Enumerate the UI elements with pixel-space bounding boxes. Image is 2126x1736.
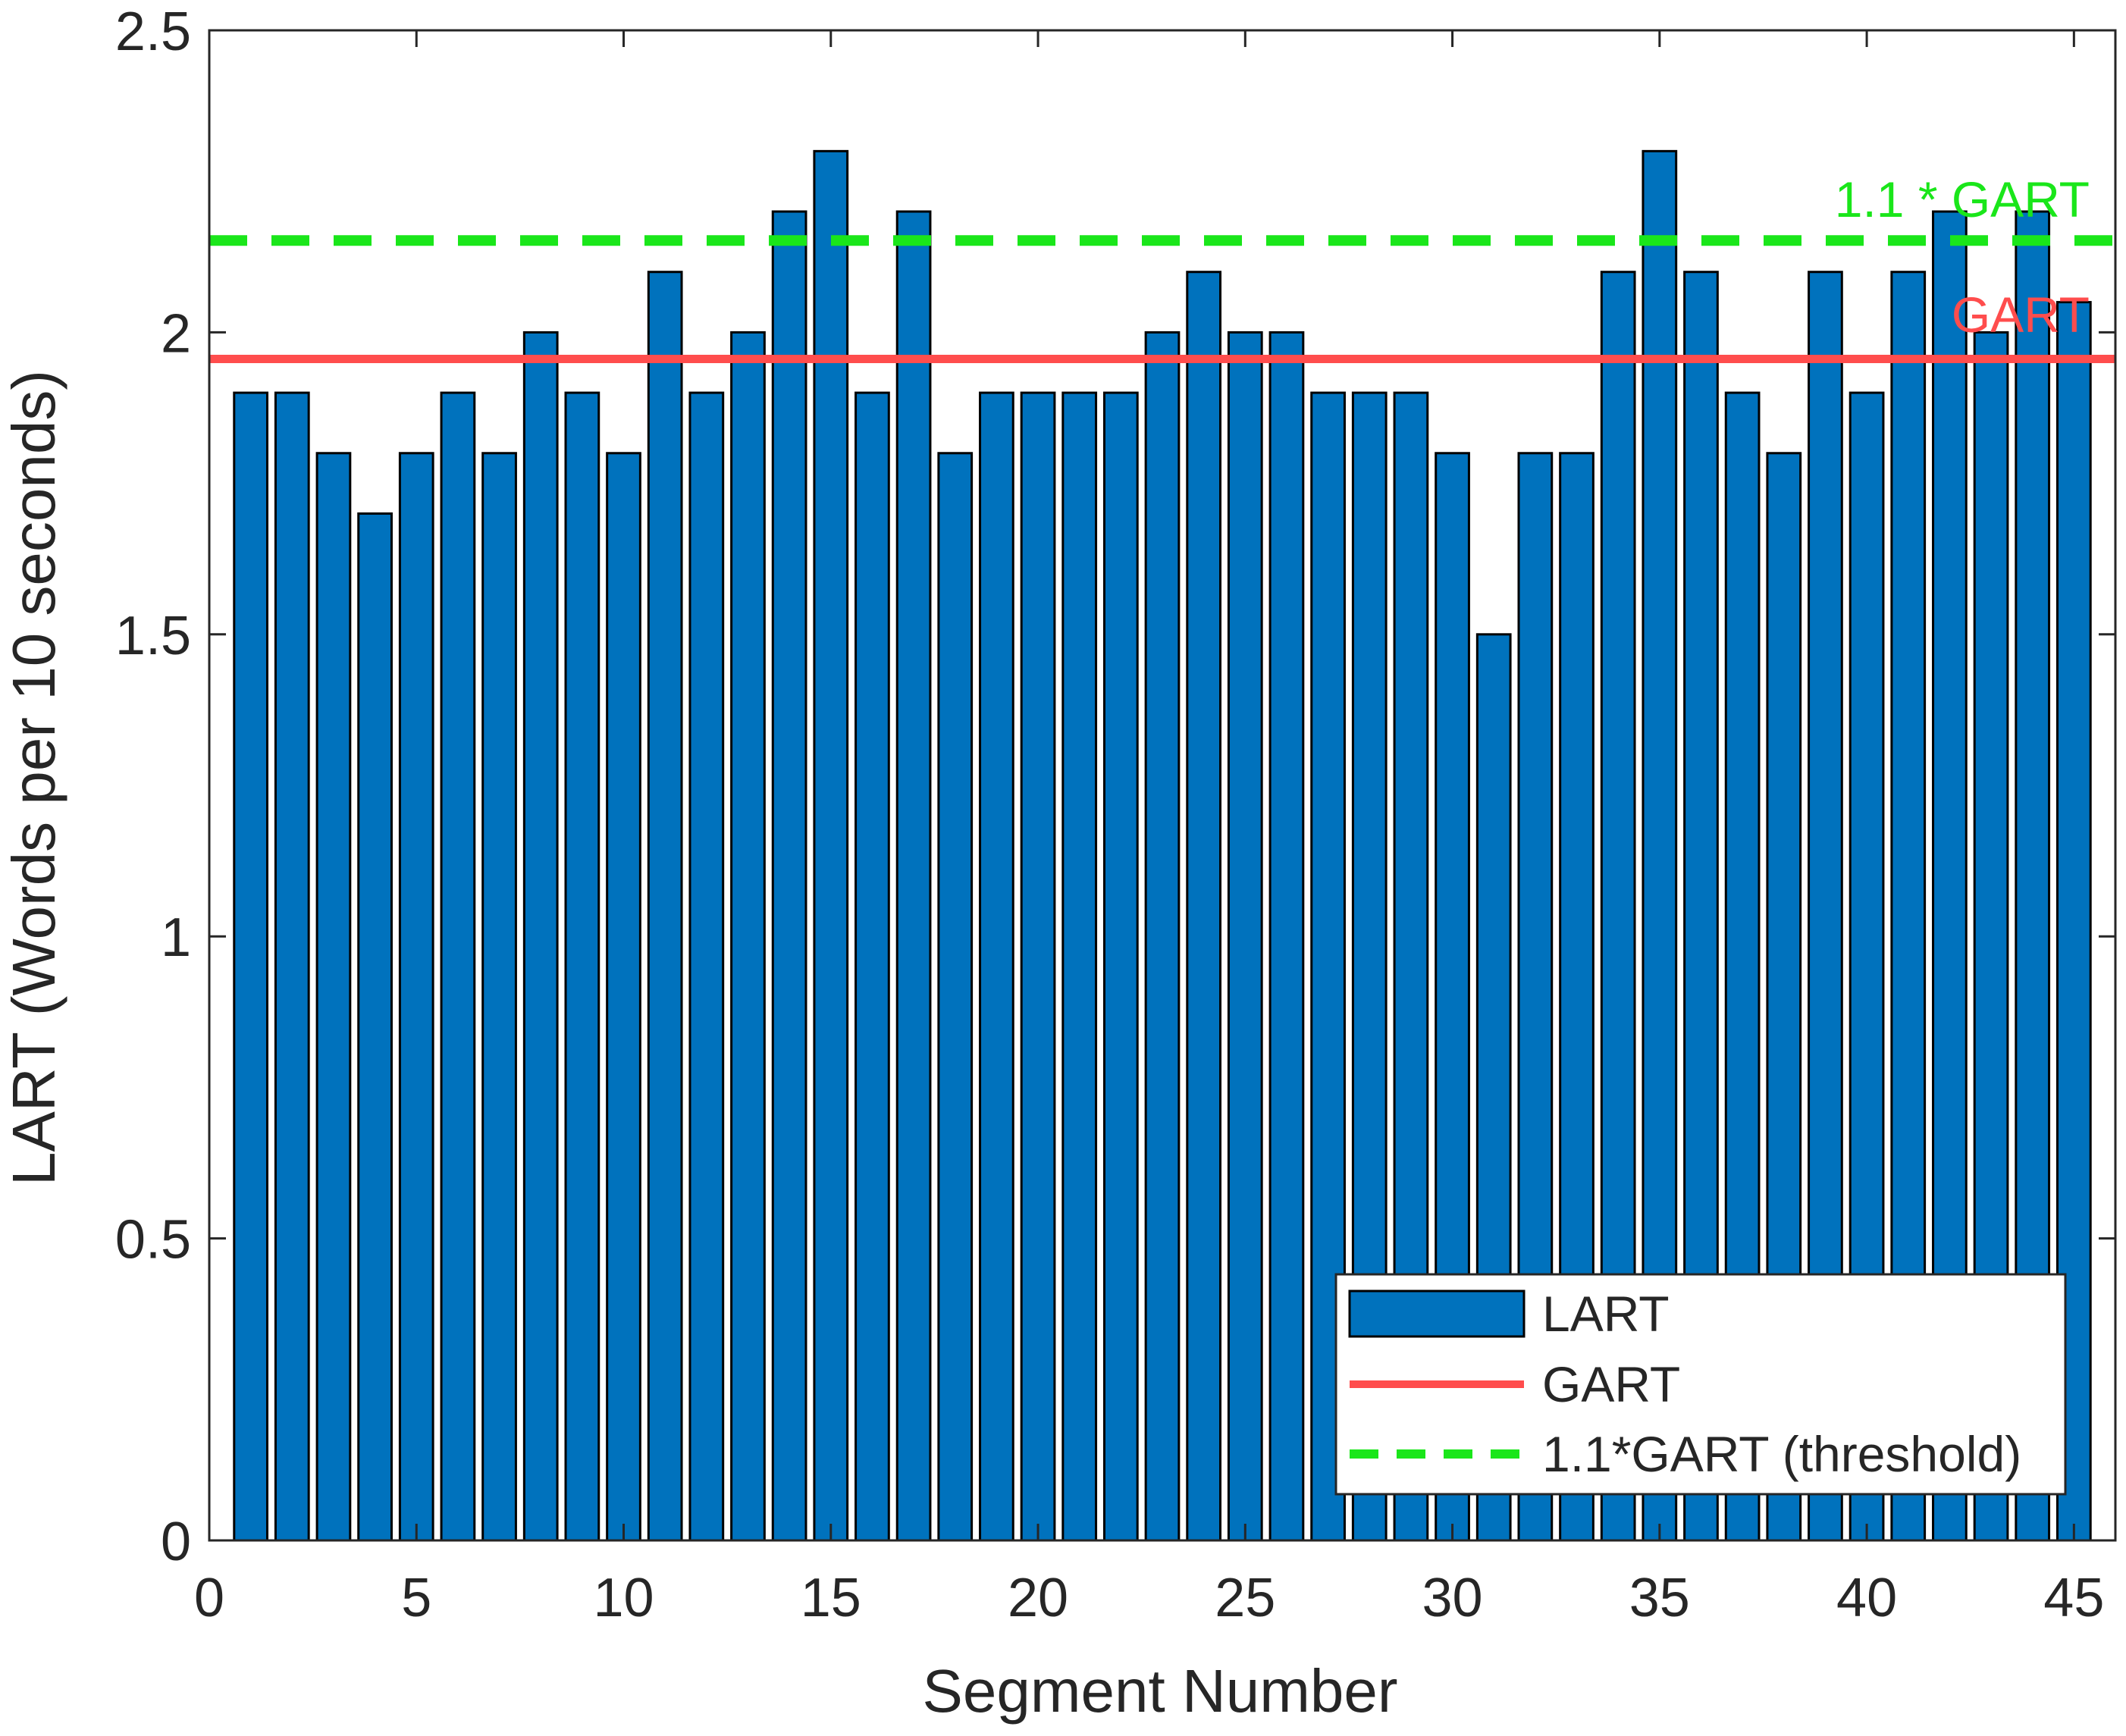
bar-segment-21 xyxy=(1061,391,1098,1542)
reference-lines xyxy=(209,235,2115,363)
x-tick-label: 20 xyxy=(1008,1568,1068,1628)
bar-segment-5 xyxy=(398,452,434,1542)
x-tick-label: 40 xyxy=(1836,1568,1897,1628)
bar-segment-18 xyxy=(937,452,974,1542)
bar-segment-19 xyxy=(979,391,1014,1542)
legend-label-lart: LART xyxy=(1542,1286,1670,1342)
bar-segment-22 xyxy=(1102,391,1139,1542)
x-tick-label: 45 xyxy=(2043,1568,2104,1628)
bar-segment-25 xyxy=(1227,331,1263,1542)
bar-segment-15 xyxy=(813,149,849,1542)
bar-segment-14 xyxy=(771,210,807,1542)
axes xyxy=(208,29,2117,1542)
bar-segment-9 xyxy=(564,391,600,1542)
legend: LART GART 1.1*GART (threshold) xyxy=(1334,1273,2067,1496)
y-tick-label: 1.5 xyxy=(115,606,191,666)
x-axis-label: Segment Number xyxy=(923,1657,1398,1725)
y-tick-label: 2 xyxy=(161,303,191,364)
y-axis-label: LART (Words per 10 seconds) xyxy=(0,370,67,1186)
bar-segment-13 xyxy=(730,331,766,1542)
y-tick-label: 1 xyxy=(161,907,191,968)
x-tick-label: 35 xyxy=(1629,1568,1690,1628)
bar-segment-24 xyxy=(1186,271,1222,1542)
x-tick-label: 10 xyxy=(593,1568,654,1628)
bar-segment-4 xyxy=(357,512,393,1542)
tick-labels: 0 5 10 15 20 25 30 35 40 45 0 0.5 1 1.5 2 2.5 xyxy=(115,2,2104,1628)
x-tick-label: 30 xyxy=(1422,1568,1483,1628)
y-tick-label: 0 xyxy=(161,1512,191,1572)
gart-annotation: GART xyxy=(1952,287,2090,343)
bar-series-lart xyxy=(233,149,2092,1542)
bar-segment-3 xyxy=(315,452,352,1542)
legend-label-gart: GART xyxy=(1542,1356,1680,1412)
bar-segment-2 xyxy=(274,391,310,1542)
bar-segment-1 xyxy=(233,391,269,1542)
bar-segment-12 xyxy=(688,391,725,1542)
bar-segment-17 xyxy=(895,210,932,1542)
y-tick-label: 0.5 xyxy=(115,1210,191,1271)
legend-label-threshold: 1.1*GART (threshold) xyxy=(1542,1426,2021,1482)
bar-segment-11 xyxy=(647,271,683,1542)
bar-segment-23 xyxy=(1144,331,1181,1542)
x-tick-label: 15 xyxy=(801,1568,861,1628)
bar-segment-16 xyxy=(854,391,890,1542)
bar-segment-26 xyxy=(1268,331,1305,1542)
bar-segment-8 xyxy=(522,331,559,1542)
y-tick-label: 2.5 xyxy=(115,2,191,62)
x-tick-label: 25 xyxy=(1215,1568,1275,1628)
threshold-annotation: 1.1 * GART xyxy=(1835,171,2090,227)
bar-segment-6 xyxy=(440,391,476,1542)
bar-segment-20 xyxy=(1020,391,1056,1542)
bar-segment-7 xyxy=(481,452,517,1542)
plot-area-frame xyxy=(208,29,2117,1542)
bar-segment-10 xyxy=(606,452,641,1542)
legend-swatch-lart xyxy=(1348,1289,1526,1338)
x-tick-label: 5 xyxy=(401,1568,431,1628)
x-tick-label: 0 xyxy=(194,1568,224,1628)
bar-segment-45 xyxy=(2055,301,2092,1542)
